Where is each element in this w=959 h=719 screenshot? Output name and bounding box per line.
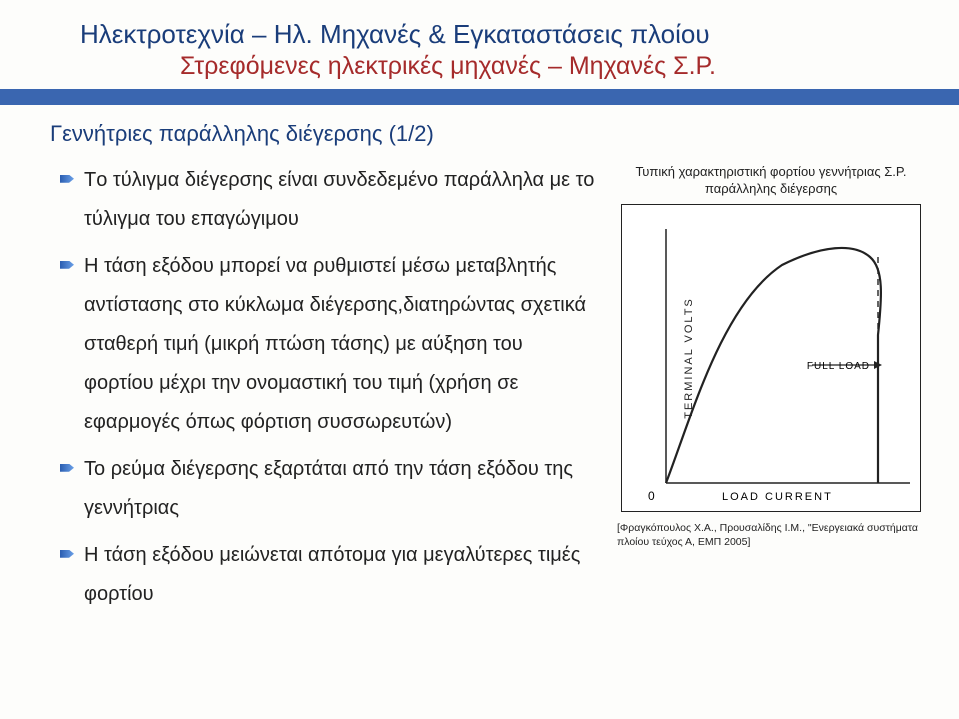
- text-column: Γεννήτριες παράλληλης διέγερσης (1/2) Τo…: [60, 121, 611, 622]
- x-axis-label: LOAD CURRENT: [722, 491, 833, 503]
- content-row: Γεννήτριες παράλληλης διέγερσης (1/2) Τo…: [0, 111, 959, 622]
- divider-bar: [0, 89, 959, 105]
- chart-svg: [622, 205, 922, 513]
- section-title: Γεννήτριες παράλληλης διέγερσης (1/2): [50, 121, 595, 147]
- bullet-item: Το ρεύμα διέγερσης εξαρτάται από την τάσ…: [60, 450, 595, 536]
- origin-label: 0: [648, 489, 655, 503]
- bullet-item: Η τάση εξόδου μειώνεται απότομα για μεγα…: [60, 536, 595, 622]
- full-load-label: FULL LOAD: [807, 361, 870, 372]
- slide-subtitle: Στρεφόμενες ηλεκτρικές μηχανές – Μηχανές…: [180, 52, 919, 81]
- bullet-item: Τo τύλιγμα διέγερσης είναι συνδεδεμένο π…: [60, 161, 595, 247]
- y-axis-label: TERMINAL VOLTS: [683, 297, 695, 419]
- slide-title: Ηλεκτροτεχνία – Ηλ. Μηχανές & Εγκαταστάσ…: [80, 18, 919, 52]
- chart-column: Τυπική χαρακτηριστική φορτίου γεννήτριας…: [611, 121, 931, 622]
- slide-header: Ηλεκτροτεχνία – Ηλ. Μηχανές & Εγκαταστάσ…: [0, 0, 959, 89]
- citation-text: [Φραγκόπουλος Χ.Α., Προυσαλίδης Ι.Μ., "Ε…: [617, 522, 931, 549]
- chart-box: TERMINAL VOLTS 0 LOAD CURRENT FULL LOAD: [621, 204, 921, 512]
- bullet-item: Η τάση εξόδου μπορεί να ρυθμιστεί μέσω μ…: [60, 247, 595, 450]
- chart-caption: Τυπική χαρακτηριστική φορτίου γεννήτριας…: [611, 163, 931, 198]
